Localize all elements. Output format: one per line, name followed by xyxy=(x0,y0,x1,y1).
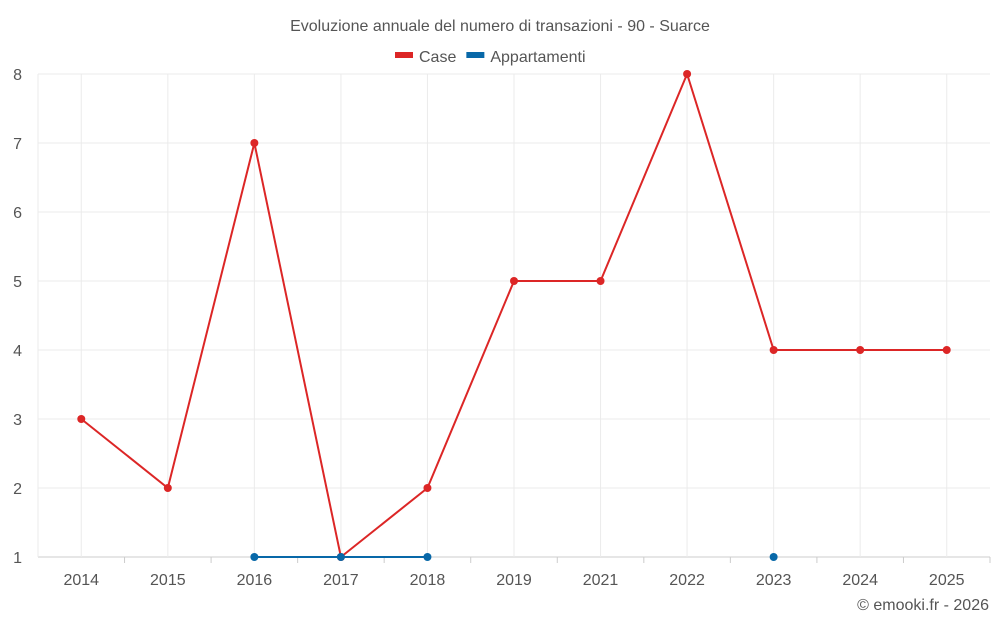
data-point-case-2019 xyxy=(510,277,518,285)
data-point-case-2024 xyxy=(856,346,865,354)
x-tick-label: 2015 xyxy=(150,572,186,589)
credit: © emooki.fr - 2026 xyxy=(857,597,989,614)
x-tick-label: 2019 xyxy=(496,572,532,589)
chart-title: Evoluzione annuale del numero di transaz… xyxy=(290,18,710,35)
data-point-appartamenti-2017 xyxy=(336,553,345,561)
legend: Case Appartamenti xyxy=(395,49,586,66)
x-axis: 2014 2015 2016 2017 2018 2019 2021 2022 2023 2024… xyxy=(63,572,964,589)
y-tick-label: 2 xyxy=(13,481,22,498)
y-tick-label: 6 xyxy=(13,205,22,222)
y-tick-label: 1 xyxy=(13,550,22,567)
y-tick-label: 8 xyxy=(13,67,22,84)
x-tick-label: 2014 xyxy=(63,572,99,589)
x-tick-label: 2021 xyxy=(583,572,619,589)
data-point-case-2014 xyxy=(77,415,86,423)
grid xyxy=(37,73,991,563)
y-tick-label: 4 xyxy=(13,343,22,360)
data-point-case-2022 xyxy=(683,70,692,78)
series-appartamenti xyxy=(250,553,778,561)
x-tick-label: 2017 xyxy=(323,572,359,589)
y-tick-label: 7 xyxy=(13,136,22,153)
data-point-case-2018 xyxy=(423,484,432,492)
data-point-case-2016 xyxy=(250,139,259,147)
legend-label-case: Case xyxy=(419,49,456,66)
legend-label-appartamenti: Appartamenti xyxy=(490,49,585,66)
legend-swatch-case xyxy=(395,52,413,58)
y-axis: 1 2 3 4 5 6 7 8 xyxy=(13,67,22,567)
data-point-case-2015 xyxy=(163,484,172,492)
series-group xyxy=(77,70,951,561)
x-tick-label: 2024 xyxy=(842,572,878,589)
y-tick-label: 3 xyxy=(13,412,22,429)
data-point-case-2021 xyxy=(596,277,605,285)
data-point-appartamenti-2016 xyxy=(250,553,259,561)
data-point-case-2025 xyxy=(942,346,951,354)
data-point-appartamenti-2018 xyxy=(423,553,432,561)
x-tick-label: 2016 xyxy=(237,572,273,589)
x-tick-label: 2022 xyxy=(669,572,705,589)
y-tick-label: 5 xyxy=(13,274,22,291)
x-tick-label: 2023 xyxy=(756,572,792,589)
legend-swatch-appartamenti xyxy=(466,52,485,58)
data-point-case-2023 xyxy=(769,346,778,354)
data-point-appartamenti-2023 xyxy=(769,553,778,561)
x-tick-label: 2025 xyxy=(929,572,965,589)
x-tick-label: 2018 xyxy=(410,572,446,589)
